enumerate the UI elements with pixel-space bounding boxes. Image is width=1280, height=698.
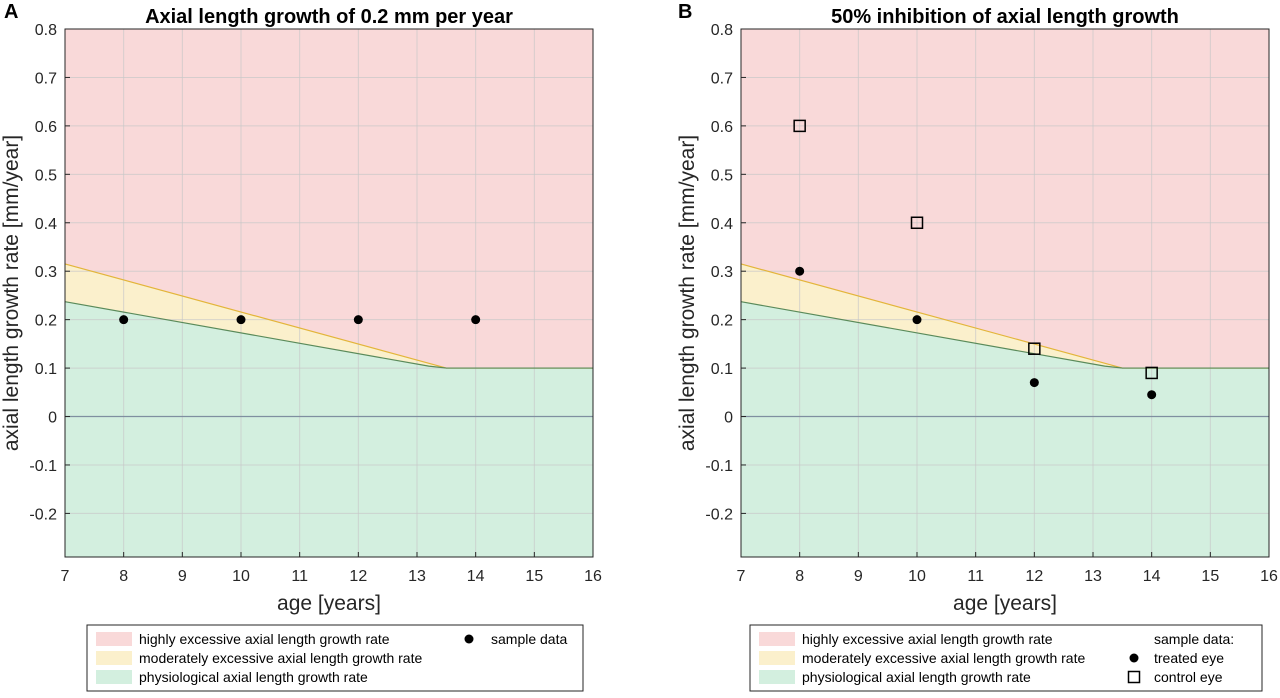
legend: highly excessive axial length growth rat… (749, 624, 1263, 692)
legend-dot-marker (1129, 653, 1139, 663)
x-tick-label: 7 (737, 568, 746, 585)
y-tick-label: 0.3 (35, 264, 57, 281)
legend-zone-label: highly excessive axial length growth rat… (139, 631, 390, 647)
x-tick-label: 10 (908, 568, 926, 585)
y-tick-label: 0.2 (711, 313, 733, 330)
x-tick-label: 13 (1084, 568, 1102, 585)
legend-marker-label: treated eye (1154, 650, 1224, 666)
y-tick-label: 0.1 (711, 361, 733, 378)
sample-data-point (353, 315, 363, 325)
legend-swatch-highly-excessive (759, 632, 795, 646)
treated-eye-point (912, 315, 922, 325)
x-tick-label: 8 (795, 568, 804, 585)
x-tick-label: 14 (1143, 568, 1161, 585)
legend-zone-label: moderately excessive axial length growth… (139, 650, 422, 666)
physiological-zone (741, 301, 1269, 557)
x-tick-label: 11 (967, 568, 984, 585)
y-tick-label: 0.5 (35, 167, 57, 184)
plot-frame (64, 28, 594, 558)
control-eye-point (910, 216, 924, 230)
legend-zone-label: physiological axial length growth rate (139, 669, 368, 685)
y-tick-label: 0.8 (35, 22, 57, 39)
control-eye-point (1145, 366, 1158, 380)
legend-dot-marker (464, 634, 474, 644)
plot-frame (740, 28, 1270, 558)
legend-zone-label: physiological axial length growth rate (802, 669, 1031, 685)
treated-eye-point (795, 266, 805, 276)
chart-panel-2: 7 8 9 10 11 12 13 14 15 16 -0.2 -0.1 0 0.1 0.2 0.3 0.4 0.… (676, 1, 1278, 692)
chart-title: Axial length growth of 0.2 mm per year (145, 6, 513, 28)
y-tick-label: 0.7 (711, 70, 733, 87)
x-tick-label: 15 (525, 568, 543, 585)
legend-marker-label: control eye (1154, 669, 1223, 685)
legend-marker-label: sample data (491, 631, 567, 647)
legend-box (749, 624, 1263, 692)
x-axis-label: age [years] (953, 592, 1057, 615)
y-tick-label: 0.2 (35, 313, 57, 330)
physiological-zone (65, 301, 593, 557)
physiological-boundary-line (740, 301, 1269, 369)
x-tick-label: 9 (178, 568, 187, 585)
legend-box (86, 624, 584, 692)
x-tick-label: 12 (1025, 568, 1043, 585)
x-tick-label: 15 (1201, 568, 1219, 585)
y-axis-label: axial length growth rate [mm/year] (676, 135, 699, 451)
sample-data-point (471, 315, 481, 325)
y-tick-label: 0.8 (711, 22, 733, 39)
sample-data-point (119, 315, 129, 325)
chart-panel-1: 7 8 9 10 11 12 13 14 15 16 -0.2 -0.1 0 0.1 0.2 0.3 0.4 0.… (0, 1, 602, 692)
x-tick-label: 16 (1260, 568, 1278, 585)
control-eye-point (1028, 342, 1041, 355)
treated-eye-point (1147, 390, 1157, 400)
y-tick-label: 0 (48, 410, 57, 427)
y-tick-label: -0.1 (29, 458, 57, 475)
panel-letter: B (678, 1, 692, 23)
legend-swatch-highly-excessive (96, 632, 132, 646)
treated-eye-point (1029, 378, 1039, 388)
x-tick-label: 8 (119, 568, 128, 585)
y-tick-label: 0.7 (35, 70, 57, 87)
x-tick-label: 9 (854, 568, 863, 585)
y-tick-label: 0.3 (711, 264, 733, 281)
y-axis-label: axial length growth rate [mm/year] (0, 135, 23, 451)
legend-swatch-moderately-excessive (759, 651, 795, 665)
y-tick-label: -0.2 (705, 506, 733, 523)
legend-swatch-moderately-excessive (96, 651, 132, 665)
legend: highly excessive axial length growth rat… (86, 624, 584, 692)
y-tick-label: -0.1 (705, 458, 733, 475)
x-tick-label: 12 (349, 568, 367, 585)
chart-title: 50% inhibition of axial length growth (831, 6, 1179, 28)
control-eye-point (793, 119, 806, 133)
y-tick-label: 0.4 (711, 216, 733, 233)
y-tick-label: 0.6 (35, 119, 57, 136)
legend-swatch-physiological (96, 670, 132, 684)
x-tick-label: 7 (61, 568, 70, 585)
y-tick-label: 0.4 (35, 216, 57, 233)
legend-square-marker (1127, 670, 1141, 684)
panel-letter: A (4, 1, 18, 23)
physiological-boundary-line (64, 301, 593, 369)
y-tick-label: 0.6 (711, 119, 733, 136)
x-tick-label: 16 (584, 568, 602, 585)
y-tick-label: 0 (724, 410, 733, 427)
legend-swatch-physiological (759, 670, 795, 684)
legend-zone-label: highly excessive axial length growth rat… (802, 631, 1053, 647)
y-tick-label: 0.1 (35, 361, 57, 378)
x-tick-label: 10 (232, 568, 250, 585)
legend-zone-label: moderately excessive axial length growth… (802, 650, 1085, 666)
y-tick-label: 0.5 (711, 167, 733, 184)
x-tick-label: 13 (408, 568, 426, 585)
sample-data-point (236, 315, 246, 325)
x-tick-label: 11 (291, 568, 308, 585)
x-tick-label: 14 (467, 568, 485, 585)
y-tick-label: -0.2 (29, 506, 57, 523)
legend-sample-heading: sample data: (1154, 631, 1234, 647)
x-axis-label: age [years] (277, 592, 381, 615)
